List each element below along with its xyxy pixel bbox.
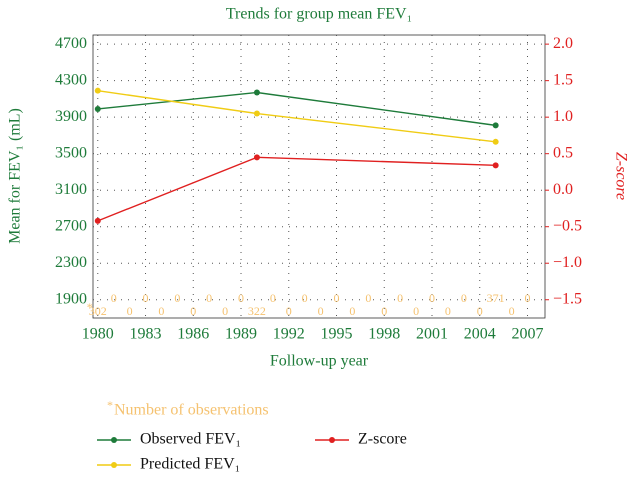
observation-count: 0 <box>158 304 164 318</box>
x-axis-label: Follow-up year <box>270 353 369 370</box>
observation-count: 0 <box>127 304 133 318</box>
observation-count: 0 <box>461 291 467 305</box>
observation-count: 0 <box>302 291 308 305</box>
data-point <box>253 154 260 161</box>
series-line <box>97 156 496 222</box>
observation-count: 0 <box>429 291 435 305</box>
observation-count: 0 <box>206 291 212 305</box>
chart-title: Trends for group mean FEV₁ <box>226 6 412 23</box>
observation-count: 0 <box>397 291 403 305</box>
y2-tick-label: 0.0 <box>553 181 573 198</box>
x-tick-label: 2007 <box>511 326 543 343</box>
data-point <box>94 105 101 112</box>
legend-marker <box>111 437 117 443</box>
observation-count: 371 <box>487 291 505 305</box>
observation-count: 0 <box>318 304 324 318</box>
observation-count: 0 <box>286 304 292 318</box>
legend-marker <box>111 462 117 468</box>
y-tick-label: 1900 <box>55 290 87 307</box>
observation-count: 0 <box>477 304 483 318</box>
note-marker: * <box>87 300 93 314</box>
y2-tick-label: −1.0 <box>553 254 582 271</box>
y2-tick-label: 1.5 <box>553 71 573 88</box>
observation-count: 0 <box>365 291 371 305</box>
observation-count: 0 <box>270 291 276 305</box>
x-tick-label: 1992 <box>273 326 305 343</box>
x-tick-label: 1980 <box>82 326 114 343</box>
x-tick-label: 1989 <box>225 326 257 343</box>
observation-count: 0 <box>509 304 515 318</box>
y-tick-label: 4700 <box>55 35 87 52</box>
x-tick-label: 1998 <box>368 326 400 343</box>
data-point <box>253 110 260 117</box>
y2-tick-label: 2.0 <box>553 35 573 52</box>
y-tick-label: 2300 <box>55 254 87 271</box>
observation-count: 0 <box>238 291 244 305</box>
y-tick-label: 3900 <box>55 108 87 125</box>
plot-frame <box>92 34 546 319</box>
y-axis-label: Mean for FEV₁ (mL) <box>7 108 24 244</box>
x-tick-label: 1983 <box>130 326 162 343</box>
data-point <box>94 217 101 224</box>
observation-count: 0 <box>190 304 196 318</box>
x-tick-label: 2001 <box>416 326 448 343</box>
x-tick-label: 1995 <box>321 326 353 343</box>
y2-tick-label: 1.0 <box>553 108 573 125</box>
data-point <box>253 89 260 96</box>
data-point <box>94 87 101 94</box>
y-tick-label: 3100 <box>55 181 87 198</box>
y2-tick-label: −0.5 <box>553 217 582 234</box>
data-point <box>492 122 499 129</box>
observation-count: 0 <box>524 291 530 305</box>
observation-count: 0 <box>381 304 387 318</box>
note-marker: * <box>107 398 113 412</box>
observation-count: 322 <box>248 304 266 318</box>
y2-axis-label: Z-score <box>612 152 628 200</box>
observation-count: 0 <box>143 291 149 305</box>
observation-count: 0 <box>334 291 340 305</box>
note: Number of observations <box>114 402 269 419</box>
x-tick-label: 2004 <box>464 326 496 343</box>
data-point <box>492 138 499 145</box>
y-tick-label: 2700 <box>55 217 87 234</box>
observation-count: 0 <box>222 304 228 318</box>
x-tick-label: 1986 <box>177 326 209 343</box>
observation-count: 0 <box>174 291 180 305</box>
y-tick-label: 3500 <box>55 144 87 161</box>
legend-label: Predicted FEV₁ <box>140 456 240 473</box>
observation-count: 0 <box>111 291 117 305</box>
observation-count: 0 <box>349 304 355 318</box>
y-tick-label: 4300 <box>55 71 87 88</box>
legend-marker <box>329 437 335 443</box>
legend-label: Observed FEV₁ <box>140 431 241 448</box>
data-point <box>492 162 499 169</box>
observation-count: 302 <box>89 304 107 318</box>
observation-count: 0 <box>445 304 451 318</box>
observation-count: 0 <box>413 304 419 318</box>
legend-label: Z-score <box>358 431 407 448</box>
y2-tick-label: −1.5 <box>553 290 582 307</box>
y2-tick-label: 0.5 <box>553 144 573 161</box>
series-line <box>97 91 496 127</box>
